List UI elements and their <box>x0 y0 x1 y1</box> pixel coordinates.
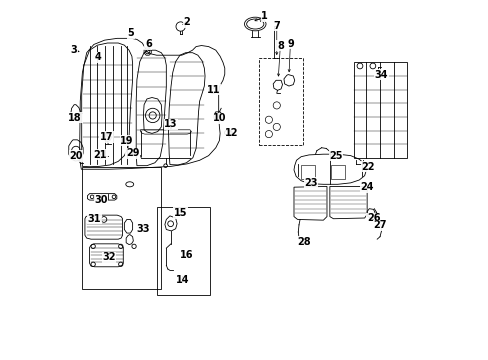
Text: 28: 28 <box>297 237 310 247</box>
Bar <box>301 165 314 179</box>
Text: 7: 7 <box>273 21 280 31</box>
Text: 22: 22 <box>361 162 374 172</box>
Text: 3: 3 <box>71 45 78 55</box>
Text: 9: 9 <box>286 39 293 49</box>
Text: 11: 11 <box>207 85 220 95</box>
Text: 19: 19 <box>120 136 133 145</box>
Text: 12: 12 <box>224 129 238 138</box>
Text: 18: 18 <box>68 113 82 123</box>
Text: 8: 8 <box>276 41 283 50</box>
Text: 4: 4 <box>95 52 102 62</box>
Text: 16: 16 <box>180 249 193 260</box>
Text: 34: 34 <box>374 69 387 80</box>
Text: 5: 5 <box>127 28 134 38</box>
Text: 21: 21 <box>93 150 107 160</box>
Text: 10: 10 <box>213 113 226 123</box>
Text: 14: 14 <box>176 275 189 285</box>
Text: 25: 25 <box>328 150 342 161</box>
Text: 20: 20 <box>69 151 82 161</box>
Text: 33: 33 <box>136 224 150 234</box>
Text: 23: 23 <box>304 178 317 188</box>
Text: 31: 31 <box>88 214 101 224</box>
Bar <box>330 165 344 179</box>
Bar <box>258 58 302 145</box>
Bar <box>353 62 406 158</box>
Text: 15: 15 <box>174 208 187 218</box>
Text: 27: 27 <box>372 220 386 230</box>
Text: 32: 32 <box>102 252 116 262</box>
Text: 17: 17 <box>100 132 113 142</box>
Text: 30: 30 <box>94 195 107 205</box>
Text: 24: 24 <box>360 182 373 192</box>
Text: 1: 1 <box>261 12 267 22</box>
Bar <box>82 167 160 289</box>
Text: 29: 29 <box>125 148 139 158</box>
Text: 2: 2 <box>183 17 190 27</box>
Text: 26: 26 <box>366 213 380 223</box>
Bar <box>156 207 209 296</box>
Text: 6: 6 <box>145 40 151 49</box>
Text: 13: 13 <box>164 120 177 129</box>
